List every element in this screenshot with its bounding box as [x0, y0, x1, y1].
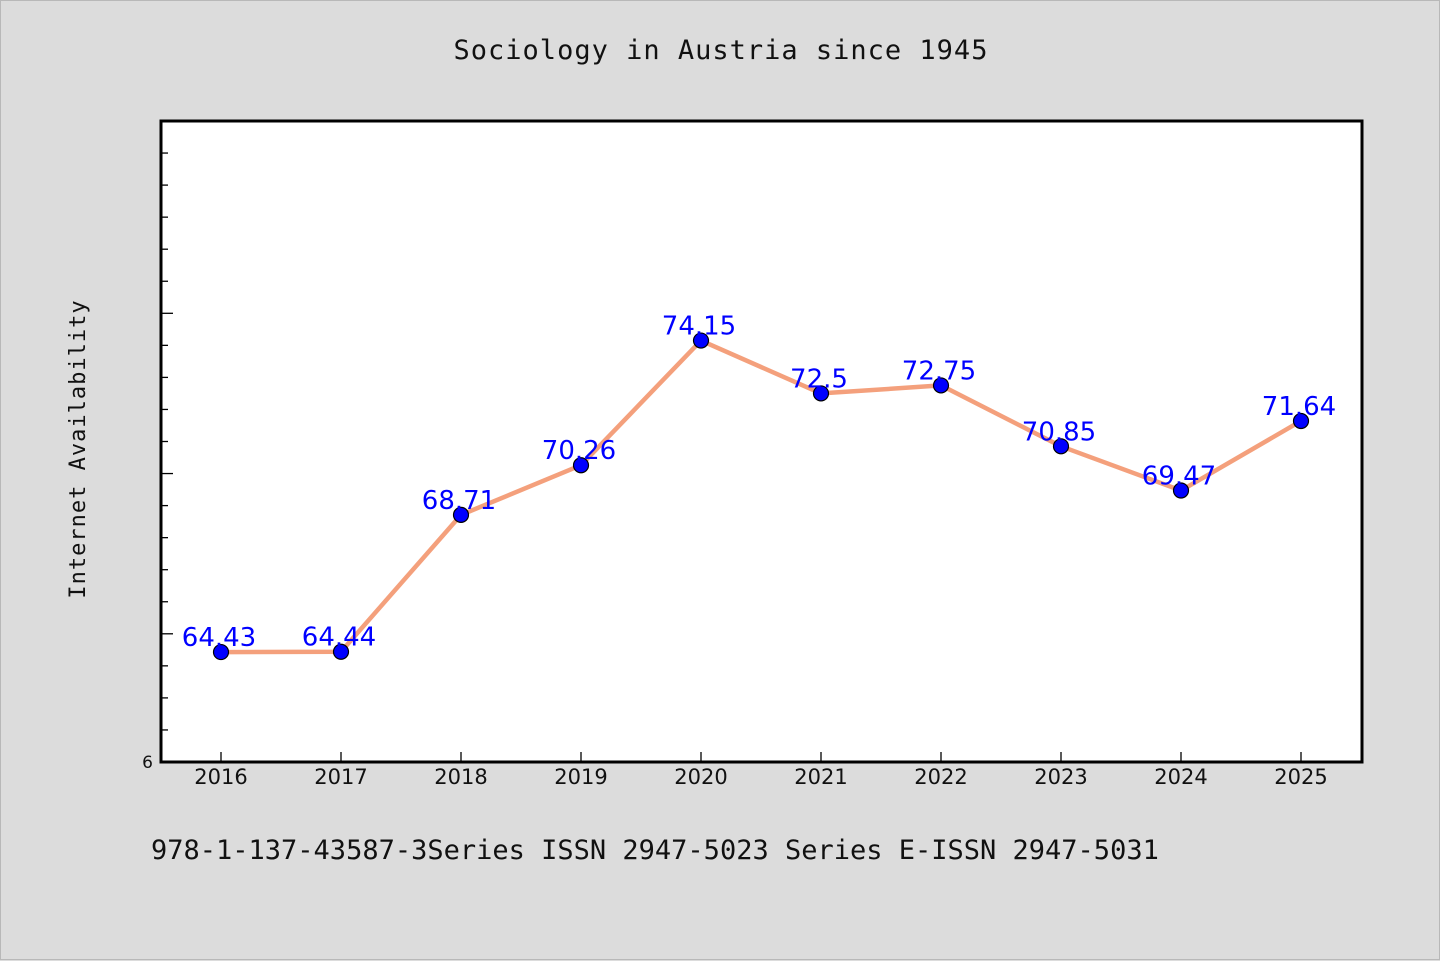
- x-tick-label: 2025: [1274, 765, 1327, 789]
- data-point: [812, 385, 830, 402]
- data-point: [572, 457, 590, 474]
- x-tick-label: 2021: [794, 765, 847, 789]
- x-tick-label: 2018: [434, 765, 487, 789]
- series-lines: [220, 338, 1303, 655]
- y-axis-label: Internet Availability: [66, 299, 91, 598]
- data-point: [1052, 438, 1070, 455]
- chart-title: Sociology in Austria since 1945: [453, 35, 989, 66]
- data-label: 71.64: [1262, 392, 1336, 422]
- plot-area: [159, 119, 1364, 764]
- data-label: 74.15: [662, 312, 736, 342]
- data-label: 70.85: [1022, 417, 1096, 447]
- x-tick-label: 2022: [914, 765, 967, 789]
- x-tick-label: 2020: [674, 765, 727, 789]
- data-labels: 64.43 64.44 68.71 70.26 74.15 72.5 72.75 70.85 6…: [182, 312, 1336, 654]
- data-label: 72.5: [790, 364, 848, 394]
- y-axis-ticks: 6: [142, 152, 173, 773]
- data-point: [1172, 482, 1190, 499]
- data-point: [1292, 412, 1310, 430]
- data-label: 70.26: [542, 436, 616, 466]
- series-line: [220, 338, 1303, 655]
- x-tick-label: 2016: [194, 765, 247, 789]
- data-label: 72.75: [902, 356, 976, 386]
- data-label: 68.71: [422, 486, 496, 516]
- data-point: [452, 506, 470, 523]
- x-tick-label: 2024: [1154, 765, 1207, 789]
- data-label: 69.47: [1142, 462, 1216, 492]
- data-point: [332, 643, 350, 660]
- data-label: 64.43: [182, 623, 256, 653]
- data-point: [212, 643, 230, 661]
- data-label: 64.44: [302, 623, 376, 653]
- x-tick-label: 2019: [554, 765, 607, 789]
- data-point: [932, 377, 950, 394]
- data-markers: [212, 332, 1310, 661]
- x-tick-label: 2023: [1034, 765, 1087, 789]
- x-axis-ticks: 2016 2017 2018 2019 2020 2021 2022 2023 2024 2025: [194, 752, 1328, 789]
- y-tick-label: 6: [142, 753, 153, 773]
- data-point: [692, 332, 710, 349]
- footer-isbn-issn: 978-1-137-43587-3Series ISSN 2947-5023 S…: [151, 835, 1159, 866]
- x-tick-label: 2017: [314, 765, 367, 789]
